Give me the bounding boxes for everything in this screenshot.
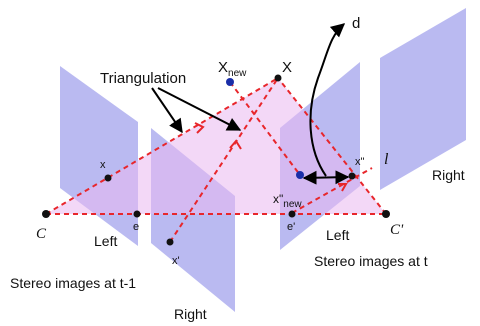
ray-Cprime-to-X xyxy=(277,77,387,215)
point-X xyxy=(274,74,282,82)
e-prime-label: e' xyxy=(287,221,295,233)
left-t1-label: Left xyxy=(94,233,117,249)
right-t-label: Right xyxy=(432,167,465,183)
right-t1-label: Right xyxy=(174,306,207,322)
point-e-left xyxy=(133,210,141,218)
epipolar-lines xyxy=(45,77,387,243)
x-left-label: x xyxy=(100,159,106,171)
ray-Xnew-to-xnew xyxy=(229,81,301,176)
C-label: C xyxy=(36,226,47,242)
stereo-t-label: Stereo images at t xyxy=(314,253,428,269)
point-x-prime xyxy=(166,238,174,246)
epipolar-plane-triangle xyxy=(46,78,386,214)
point-C xyxy=(42,210,50,218)
ray-marker-1 xyxy=(194,122,205,134)
left-image-plane-t1 xyxy=(60,66,138,246)
x-prime-label: x' xyxy=(172,255,180,267)
triangulation-label: Triangulation xyxy=(100,70,186,87)
x-dprime-label: x" xyxy=(355,156,365,168)
point-e-prime xyxy=(288,210,296,218)
triangulation-arrow-2 xyxy=(157,87,242,131)
annotation-arrows xyxy=(151,23,350,185)
epipolar-line-l xyxy=(291,167,373,214)
point-x-dprime-new xyxy=(296,171,304,179)
X-label: X xyxy=(282,59,292,76)
point-x-dprime xyxy=(348,172,356,180)
ray-marker-2 xyxy=(229,139,242,150)
x-dprime-new-label: x"new xyxy=(273,192,302,210)
point-x-left xyxy=(104,174,112,182)
triangulation-arrow-1 xyxy=(151,87,183,134)
correspondence-arrow xyxy=(302,170,350,185)
d-curve-arrow xyxy=(309,23,346,177)
ray-xprime-to-X xyxy=(169,77,279,243)
e-left-label: e xyxy=(133,221,139,233)
stereo-t1-label: Stereo images at t-1 xyxy=(10,275,136,291)
point-C-prime xyxy=(382,210,390,218)
l-label: l xyxy=(384,151,389,168)
image-points xyxy=(42,74,390,246)
left-t-label: Left xyxy=(326,227,349,243)
C-prime-label: C' xyxy=(390,222,404,238)
point-X-new xyxy=(226,78,234,86)
d-label: d xyxy=(352,15,360,32)
right-image-plane-t xyxy=(380,8,466,190)
X-new-label: Xnew xyxy=(218,59,247,79)
